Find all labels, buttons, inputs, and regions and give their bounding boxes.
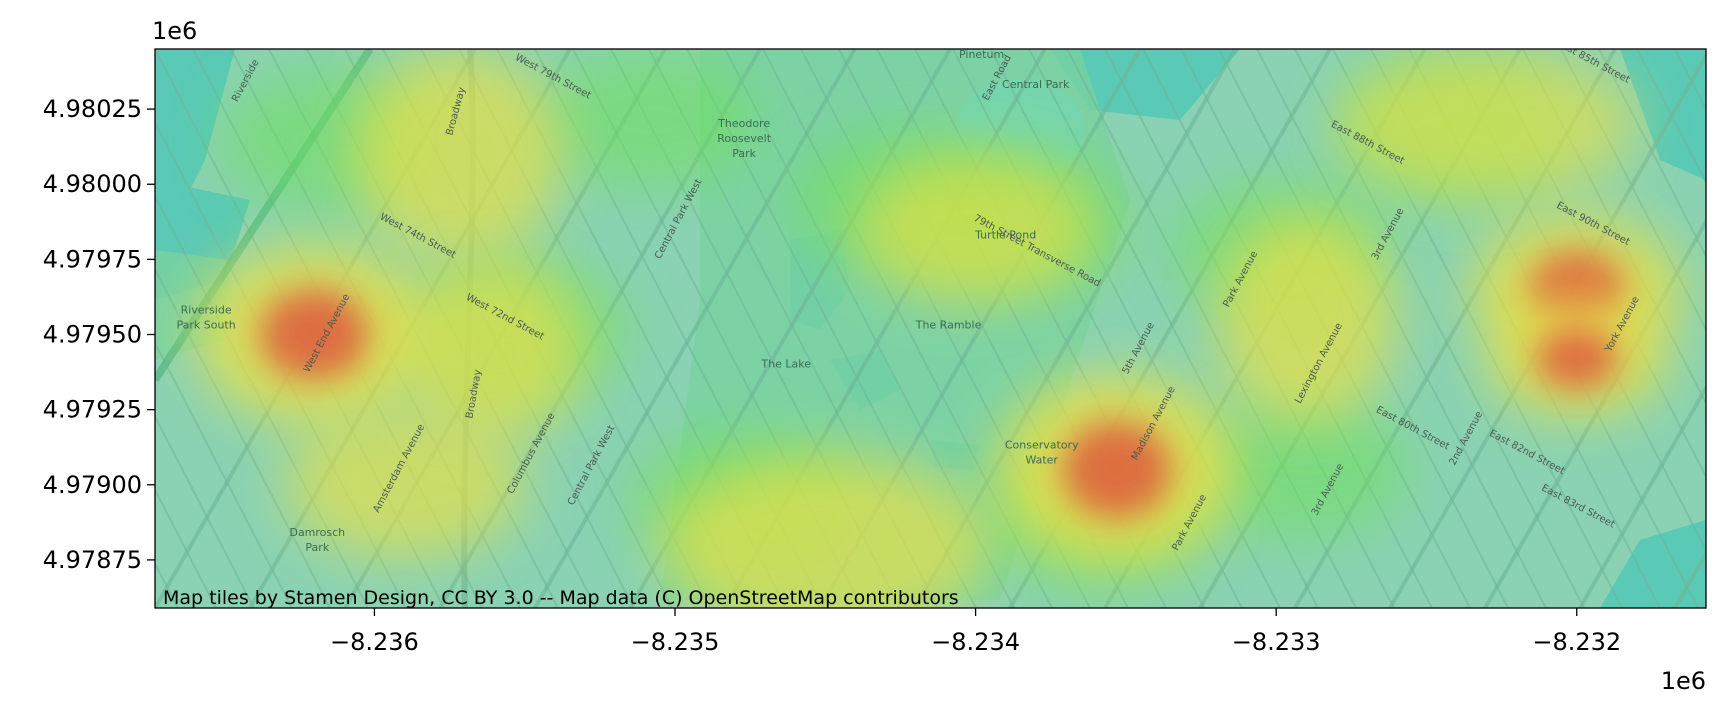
- heat-spot-high: [1536, 328, 1618, 389]
- street-line: [1713, 49, 1724, 668]
- place-label: Riverside: [181, 303, 232, 316]
- street-line: [0, 49, 95, 668]
- place-label: Park South: [176, 319, 235, 332]
- x-tick-label: −8.233: [1232, 628, 1321, 656]
- place-label: Pinetum: [959, 48, 1004, 61]
- x-tick-label: −8.232: [1532, 628, 1621, 656]
- heat-spot-mid: [855, 154, 1096, 305]
- heatmap-layer: [155, 49, 1706, 608]
- x-tick-label: −8.234: [931, 628, 1020, 656]
- heat-spot-mid: [1216, 214, 1397, 425]
- heat-spot-mid: [284, 409, 525, 560]
- place-label: Roosevelt: [717, 132, 771, 145]
- place-label: Park: [305, 541, 329, 554]
- street-line: [0, 49, 171, 668]
- heat-spot-high: [1062, 421, 1171, 518]
- attribution-text: Map tiles by Stamen Design, CC BY 3.0 --…: [163, 587, 959, 609]
- x-tick-label: −8.236: [330, 628, 419, 656]
- place-label: Central Park: [1002, 78, 1070, 91]
- place-label: Water: [1025, 454, 1058, 467]
- heat-spot-high: [260, 289, 369, 380]
- heat-spot-mid: [404, 259, 585, 440]
- x-tick-label: −8.235: [631, 628, 720, 656]
- place-label: Turtle Pond: [974, 228, 1036, 241]
- place-label: Damrosch: [289, 526, 345, 539]
- y-tick-label: 4.97875: [43, 546, 142, 574]
- place-label: Conservatory: [1005, 439, 1079, 452]
- street-line: [0, 49, 133, 668]
- place-label: The Lake: [760, 358, 811, 371]
- place-label: Theodore: [717, 117, 770, 130]
- street-line: [0, 49, 19, 668]
- y-axis: 4.98025 4.98000 4.97975 4.97950 4.97925 4.979…: [43, 95, 155, 574]
- x-offset-label: 1e6: [1661, 667, 1706, 695]
- y-tick-label: 4.97975: [43, 245, 142, 273]
- y-tick-label: 4.97950: [43, 321, 142, 349]
- x-axis: −8.236 −8.235 −8.234 −8.233 −8.232: [330, 608, 1621, 656]
- y-tick-label: 4.97925: [43, 396, 142, 424]
- heat-spot-mid: [1336, 49, 1637, 200]
- heat-spot-mid: [353, 49, 564, 260]
- heat-spot-mid: [660, 454, 991, 608]
- place-label: Park: [732, 147, 756, 160]
- y-offset-label: 1e6: [152, 17, 197, 45]
- place-label: The Ramble: [915, 319, 982, 332]
- heat-low: [540, 50, 760, 190]
- map-area[interactable]: Pinetum Central Park Theodore Roosevelt Park…: [0, 38, 1724, 668]
- street-line: [0, 49, 57, 668]
- y-tick-label: 4.98000: [43, 170, 142, 198]
- y-tick-label: 4.97900: [43, 471, 142, 499]
- heat-low: [1190, 400, 1410, 540]
- y-tick-label: 4.98025: [43, 95, 142, 123]
- axes-frame: [154, 48, 1707, 609]
